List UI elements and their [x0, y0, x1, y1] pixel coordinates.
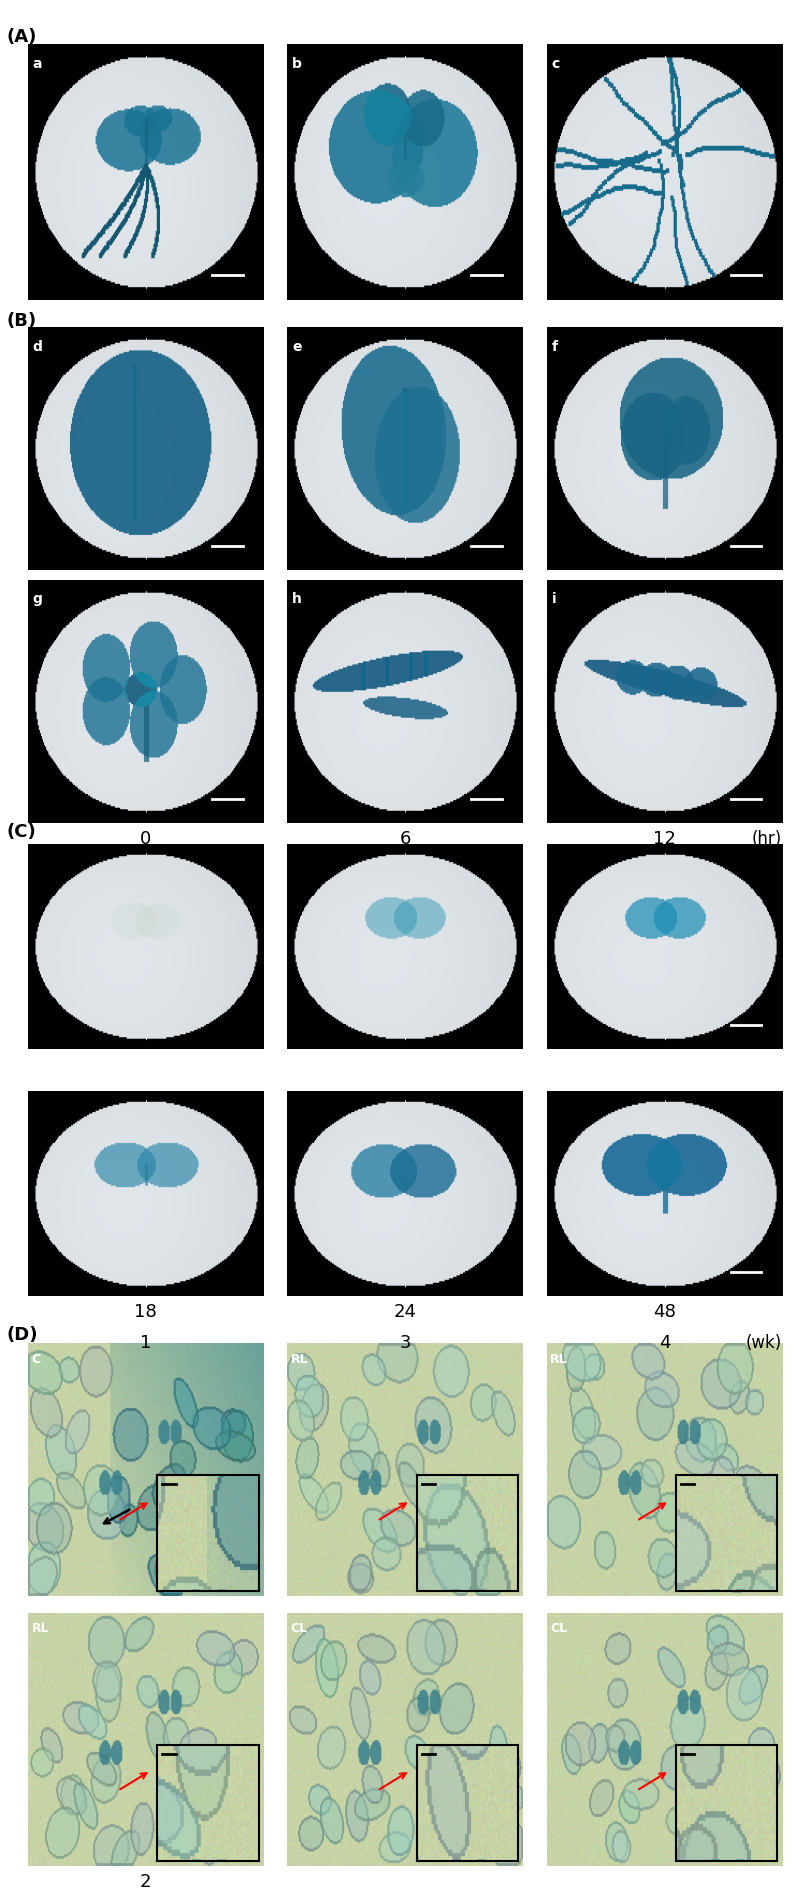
- Text: d: d: [33, 340, 42, 353]
- Text: C: C: [31, 1353, 41, 1366]
- Text: c: c: [551, 57, 559, 72]
- Text: h: h: [292, 593, 302, 606]
- Text: 1: 1: [140, 1334, 152, 1351]
- Text: b: b: [292, 57, 302, 72]
- Text: 0: 0: [140, 830, 152, 847]
- Text: RL: RL: [550, 1353, 567, 1366]
- Text: CL: CL: [290, 1623, 308, 1636]
- Text: CL: CL: [550, 1623, 567, 1636]
- Text: 18: 18: [134, 1303, 157, 1320]
- Text: 3: 3: [399, 1334, 411, 1351]
- Text: f: f: [551, 340, 558, 353]
- Text: (hr): (hr): [752, 830, 782, 847]
- Text: (wk): (wk): [746, 1334, 782, 1351]
- Text: (A): (A): [6, 28, 37, 46]
- Text: 6: 6: [399, 830, 411, 847]
- Text: (B): (B): [6, 312, 37, 329]
- Text: 4: 4: [658, 1334, 670, 1351]
- Text: (D): (D): [6, 1326, 38, 1343]
- Text: (C): (C): [6, 823, 36, 840]
- Text: i: i: [551, 593, 556, 606]
- Text: 24: 24: [393, 1303, 417, 1320]
- Text: e: e: [292, 340, 302, 353]
- Text: RL: RL: [31, 1623, 49, 1636]
- Text: 48: 48: [653, 1303, 676, 1320]
- Text: a: a: [33, 57, 42, 72]
- Text: 12: 12: [653, 830, 676, 847]
- Text: g: g: [33, 593, 42, 606]
- Text: 2: 2: [140, 1873, 152, 1890]
- Text: RL: RL: [290, 1353, 308, 1366]
